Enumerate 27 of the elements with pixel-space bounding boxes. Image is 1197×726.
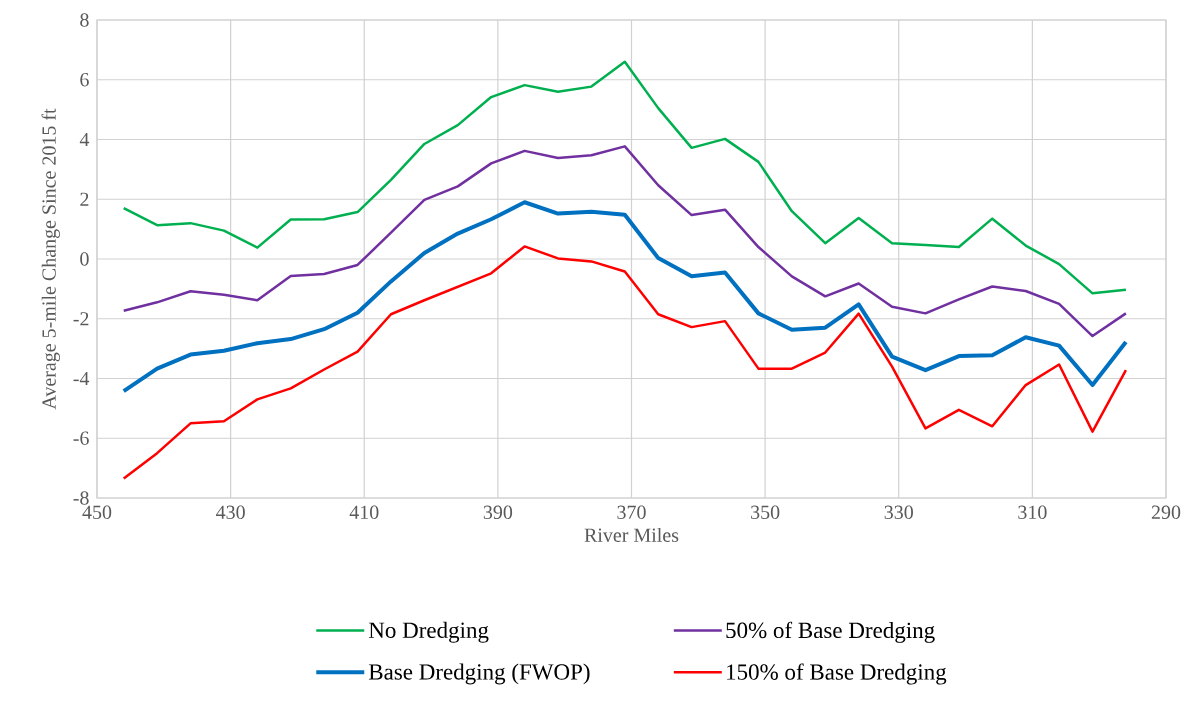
y-tick-label: 0 bbox=[80, 252, 89, 266]
x-tick-label: 450 bbox=[82, 505, 112, 520]
legend-label: Base Dredging (FWOP) bbox=[368, 663, 590, 685]
x-tick-label: 390 bbox=[483, 505, 513, 520]
x-tick-label: 310 bbox=[1018, 505, 1047, 520]
y-tick-label: -2 bbox=[73, 312, 89, 326]
y-tick-label: 6 bbox=[80, 73, 89, 87]
legend-label: 50% of Base Dredging bbox=[726, 621, 935, 643]
x-tick-label: 330 bbox=[884, 505, 913, 520]
y-axis-title: Average 5-mile Change Since 2015 ft bbox=[41, 108, 60, 410]
x-tick-label: 350 bbox=[751, 505, 780, 520]
x-tick-label: 370 bbox=[617, 505, 646, 520]
y-tick-label: 4 bbox=[79, 132, 90, 147]
line-series bbox=[121, 200, 1128, 394]
y-tick-label: -8 bbox=[73, 491, 89, 505]
y-tick-label: -4 bbox=[73, 371, 90, 386]
legend-label: 150% of Base Dredging bbox=[727, 663, 947, 685]
line-series bbox=[122, 145, 1128, 338]
y-tick-label: 2 bbox=[80, 192, 89, 206]
x-tick-label: 430 bbox=[216, 505, 245, 520]
x-tick-label: 290 bbox=[1151, 505, 1181, 520]
line-series bbox=[122, 60, 1128, 295]
x-tick-label: 410 bbox=[349, 505, 379, 520]
x-axis-title: River Miles bbox=[584, 527, 679, 542]
legend-label: No Dredging bbox=[368, 621, 489, 643]
y-tick-label: 8 bbox=[80, 13, 89, 27]
y-tick-label: -6 bbox=[73, 431, 89, 445]
